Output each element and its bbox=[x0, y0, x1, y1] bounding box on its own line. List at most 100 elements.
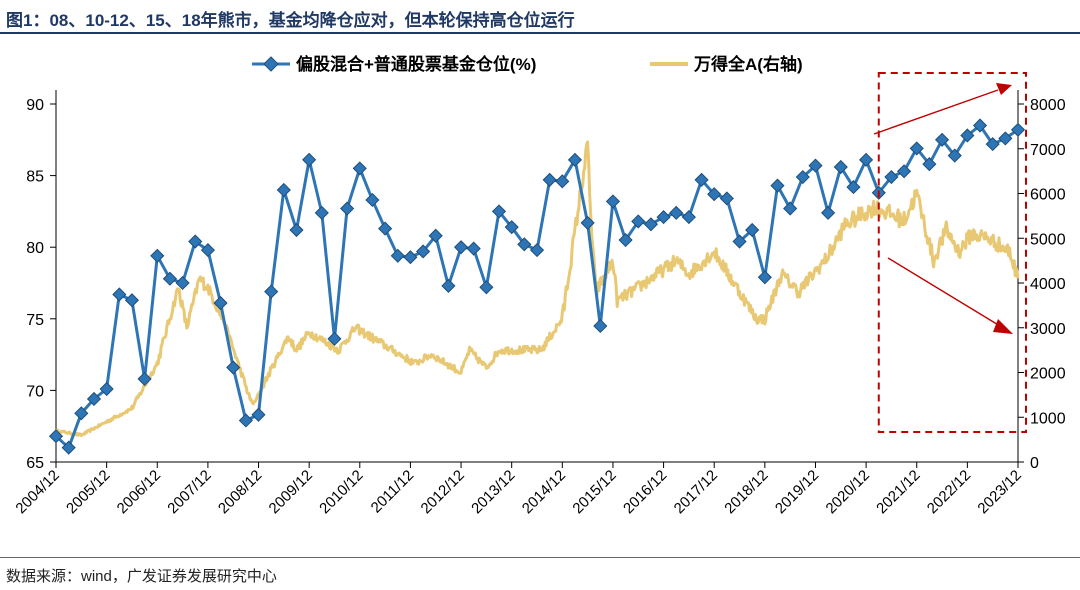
fund-position-point bbox=[947, 148, 962, 163]
x-tick-label: 2011/12 bbox=[368, 467, 418, 517]
fund-position-point bbox=[327, 331, 342, 346]
fund-position-point bbox=[416, 244, 431, 259]
x-tick-label: 2010/12 bbox=[316, 467, 366, 517]
fund-position-point bbox=[314, 205, 329, 220]
left-tick-label: 75 bbox=[26, 312, 44, 329]
fund-position-point bbox=[858, 152, 874, 167]
source-rule bbox=[0, 557, 1080, 558]
fund-position-point bbox=[719, 191, 734, 206]
fund-position-point bbox=[985, 137, 1000, 152]
fund-position-point bbox=[61, 440, 76, 455]
fund-position-point bbox=[960, 128, 975, 143]
fund-position-point bbox=[669, 205, 684, 220]
right-tick-label: 3000 bbox=[1030, 321, 1066, 338]
fund-position-point bbox=[378, 221, 393, 236]
right-tick-label: 2000 bbox=[1030, 366, 1066, 383]
x-tick-label: 2014/12 bbox=[519, 467, 569, 517]
highlight-box bbox=[877, 72, 1028, 433]
fund-position-point bbox=[833, 159, 848, 175]
fund-position-point bbox=[757, 270, 772, 285]
right-tick-label: 6000 bbox=[1030, 187, 1066, 204]
fund-position-point bbox=[897, 164, 912, 179]
fund-position-point bbox=[200, 242, 215, 258]
fund-position-point bbox=[542, 172, 557, 187]
down-arrowhead-icon bbox=[993, 319, 1013, 334]
fund-position-point bbox=[707, 187, 722, 202]
fund-position-point bbox=[302, 152, 317, 167]
wind-all-a-line bbox=[54, 140, 1020, 438]
fund-position-point bbox=[226, 360, 241, 375]
down-arrow-line bbox=[887, 257, 1001, 327]
fund-position-point bbox=[732, 234, 747, 249]
x-axis: 2004/12 2005/12 2006/12 2007/12 2008/12 2009/… bbox=[12, 461, 1025, 517]
right-tick-label: 0 bbox=[1030, 455, 1039, 472]
fund-position-point bbox=[466, 241, 481, 256]
right-tick-label: 8000 bbox=[1030, 97, 1066, 114]
fund-position-point bbox=[998, 131, 1013, 146]
fund-position-point bbox=[428, 228, 443, 243]
fund-position-point bbox=[922, 157, 937, 172]
x-tick-label: 2020/12 bbox=[823, 467, 873, 517]
x-tick-label: 2009/12 bbox=[266, 467, 316, 517]
fund-position-point bbox=[795, 169, 810, 185]
fund-position-point bbox=[238, 413, 253, 428]
fund-position-point bbox=[529, 243, 545, 258]
fund-position-series bbox=[54, 124, 1019, 450]
x-tick-label: 2022/12 bbox=[924, 467, 974, 517]
fund-position-point bbox=[909, 141, 924, 156]
fund-position-point bbox=[289, 222, 304, 238]
fund-position-point bbox=[188, 234, 203, 249]
fund-position-point bbox=[276, 182, 291, 198]
fund-position-point bbox=[770, 178, 785, 193]
fund-position-point bbox=[479, 280, 494, 295]
fund-position-point bbox=[112, 287, 127, 302]
fund-position-point bbox=[340, 201, 355, 216]
annotation-highlight bbox=[873, 72, 1028, 433]
fund-position-point bbox=[213, 295, 228, 311]
x-tick-label: 2005/12 bbox=[63, 467, 113, 517]
fund-position-point bbox=[517, 237, 532, 252]
legend: 偏股混合+普通股票基金仓位(%) 万得全A(右轴) bbox=[252, 54, 803, 74]
title-rule bbox=[0, 32, 1080, 34]
fund-position-point bbox=[251, 407, 266, 422]
fund-position-point bbox=[846, 180, 861, 195]
right-tick-label: 4000 bbox=[1030, 276, 1066, 293]
fund-position-point bbox=[137, 371, 152, 387]
legend-fund-marker bbox=[263, 56, 279, 72]
fund-position-markers bbox=[48, 118, 1026, 455]
fund-position-point bbox=[264, 284, 279, 299]
fund-position-point bbox=[745, 222, 760, 238]
legend-index-label: 万得全A(右轴) bbox=[693, 54, 803, 74]
left-y-axis: 65 70 75 80 85 90 bbox=[26, 90, 57, 472]
x-tick-label: 2013/12 bbox=[468, 467, 518, 517]
fund-position-point bbox=[567, 152, 583, 167]
right-tick-label: 1000 bbox=[1030, 410, 1066, 427]
left-tick-label: 65 bbox=[26, 455, 44, 472]
fund-position-line bbox=[54, 124, 1019, 450]
left-tick-label: 90 bbox=[26, 97, 44, 114]
x-tick-label: 2018/12 bbox=[721, 467, 771, 517]
left-tick-label: 70 bbox=[26, 383, 44, 400]
x-tick-label: 2019/12 bbox=[772, 467, 822, 517]
fund-position-point bbox=[783, 201, 798, 216]
fund-position-point bbox=[605, 194, 621, 209]
x-tick-label: 2004/12 bbox=[12, 467, 62, 517]
fund-position-point bbox=[453, 240, 469, 255]
fund-position-point bbox=[48, 429, 64, 444]
fund-position-point bbox=[162, 271, 177, 286]
fund-position-point bbox=[441, 278, 456, 293]
fund-position-point bbox=[99, 381, 114, 397]
fund-position-point bbox=[884, 169, 899, 185]
fund-position-point bbox=[593, 318, 608, 334]
x-tick-label: 2017/12 bbox=[671, 467, 721, 517]
right-y-axis: 0 1000 2000 3000 4000 5000 6000 7000 8000 bbox=[1017, 90, 1066, 472]
up-arrow-line bbox=[873, 89, 999, 135]
fund-position-point bbox=[365, 192, 380, 208]
fund-position-point bbox=[934, 132, 950, 147]
line-chart: 65 70 75 80 85 90 0 1000 2000 3000 4000 5000 6000 70… bbox=[12, 54, 1066, 517]
x-tick-label: 2021/12 bbox=[873, 467, 923, 517]
right-tick-label: 5000 bbox=[1030, 231, 1066, 248]
fund-position-point bbox=[390, 248, 405, 263]
x-tick-label: 2016/12 bbox=[620, 467, 670, 517]
up-arrowhead-icon bbox=[996, 83, 1012, 95]
